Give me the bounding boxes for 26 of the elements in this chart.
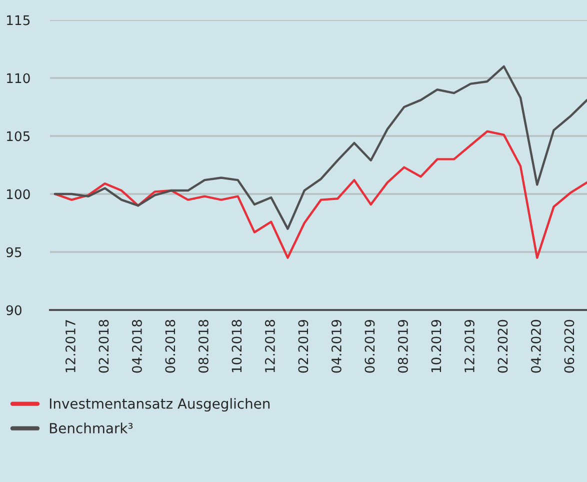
y-tick-label: 100	[7, 189, 30, 200]
legend-label: Investmentansatz Ausgeglichen	[50, 398, 270, 412]
y-tick-label: 110	[7, 73, 30, 84]
x-tick-label: 08.2018	[198, 320, 208, 373]
x-tick-label: 08.2019	[398, 320, 408, 373]
y-tick-label: 90	[6, 305, 22, 316]
x-tick-label: 06.2020	[564, 320, 574, 373]
x-tick-label: 10.2019	[431, 320, 442, 372]
y-tick-label: 105	[7, 131, 30, 142]
x-tick-label: 06.2018	[165, 320, 176, 373]
x-tick-label: 02.2018	[98, 320, 109, 373]
y-tick-label: 115	[7, 15, 30, 26]
x-tick-label: 12.2017	[65, 320, 76, 372]
x-tick-label: 10.2018	[232, 320, 242, 372]
line-series	[54, 130, 587, 259]
x-tick-label: 04.2019	[331, 320, 342, 373]
line-series	[54, 65, 587, 230]
x-tick-label: 02.2019	[298, 320, 308, 373]
x-tick-label: 04.2020	[530, 320, 541, 373]
x-tick-label: 06.2019	[364, 320, 375, 373]
x-tick-label: 02.2020	[498, 320, 508, 373]
x-tick-label: 12.2018	[264, 320, 275, 372]
x-tick-label: 12.2019	[464, 320, 474, 372]
legend-label: Benchmark³	[50, 422, 133, 434]
y-tick-label: 95	[6, 247, 22, 258]
x-tick-label: 04.2018	[132, 320, 142, 373]
